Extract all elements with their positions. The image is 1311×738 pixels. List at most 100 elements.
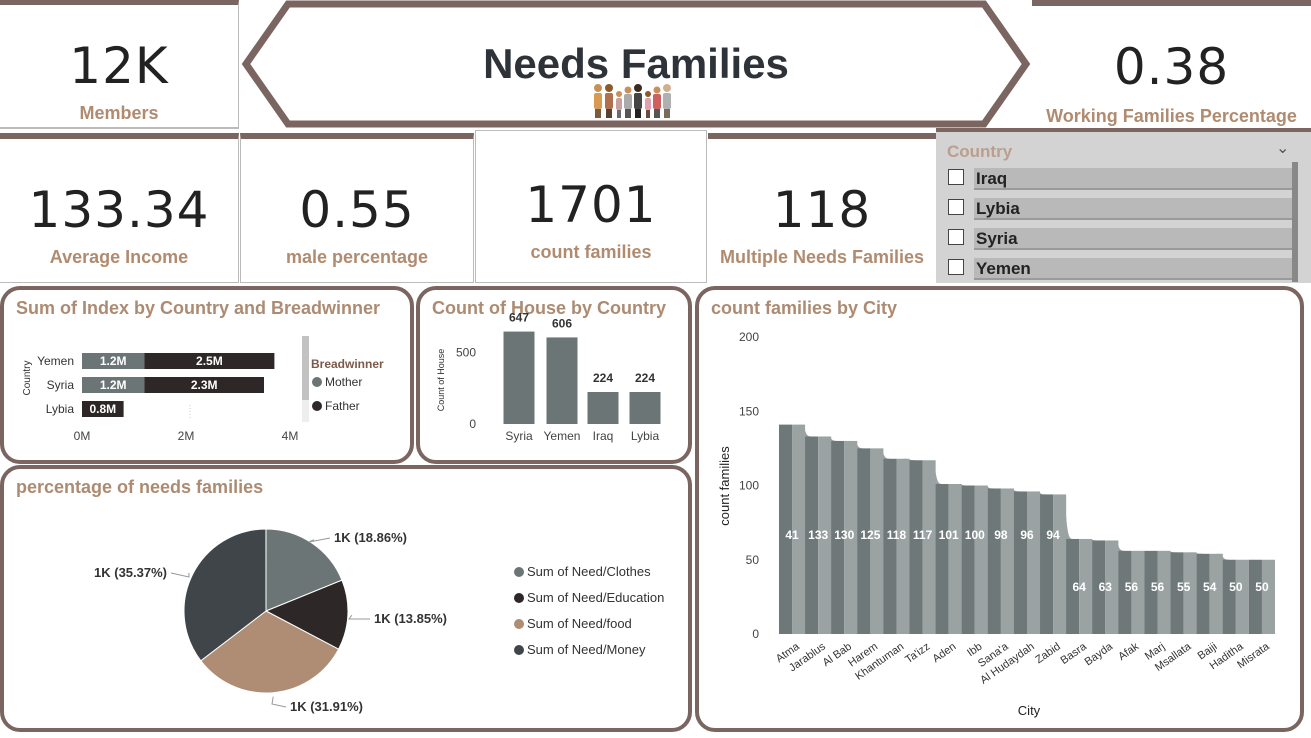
slicer-checkbox[interactable] — [948, 169, 964, 185]
pie-slice — [265, 528, 343, 612]
house-chart-title: Count of House by Country — [432, 298, 666, 318]
city-bar — [1118, 550, 1132, 634]
city-bar-data-label: 125 — [860, 528, 880, 542]
house-bar-data-label: 606 — [552, 316, 572, 330]
index-x-tick-label: 2M — [178, 429, 195, 443]
pie-legend-marker — [514, 593, 524, 603]
pie-leader-line — [170, 572, 190, 578]
index-y-axis-label: Country — [22, 360, 33, 395]
index-bar-data-label: 1.2M — [100, 378, 127, 392]
index-bar-data-label: 1.2M — [100, 354, 127, 368]
city-bar — [987, 488, 1001, 634]
kpi-male-card: 0.55 male percentage — [240, 133, 474, 283]
index-bar-data-label: 0.8M — [89, 402, 116, 416]
house-y-axis-label: Count of House — [436, 349, 446, 412]
house-chart-panel: Count of House by Country Count of House… — [416, 286, 692, 464]
city-x-tick-label: Aden — [930, 641, 958, 666]
house-y-tick-label: 500 — [456, 346, 476, 360]
kpi-multi-value: 118 — [772, 181, 872, 239]
city-bar-data-label: 100 — [965, 528, 985, 542]
city-bar-data-label: 64 — [1073, 580, 1087, 594]
pie-legend-item: Sum of Need/Money — [527, 642, 646, 657]
index-category-label: Syria — [47, 378, 75, 392]
pie-chart: 1K (18.86%) 1K (13.85%) 1K (31.91%) 1K (35.… — [94, 528, 664, 714]
index-chart-title: Sum of Index by Country and Breadwinner — [16, 298, 381, 318]
city-bar — [857, 448, 871, 634]
house-bar-data-label: 224 — [635, 371, 655, 385]
pie-slice — [264, 579, 349, 650]
pie-leader-line — [308, 537, 331, 543]
city-chart-title: count families by City — [711, 298, 898, 318]
city-x-tick-label: Zabid — [1033, 641, 1062, 667]
city-bar-data-label: 41 — [785, 528, 799, 542]
slicer-item-bar — [974, 168, 1292, 190]
house-bar-data-label: 224 — [593, 371, 613, 385]
city-bar — [1222, 559, 1236, 634]
city-bar — [831, 440, 845, 634]
index-legend-scrollbar — [302, 336, 309, 400]
slicer-checkbox[interactable] — [948, 229, 964, 245]
city-x-tick-label: Afak — [1116, 640, 1141, 663]
index-chart: Country Yemen 1.2M 2.5M Syria 1.2M 2.3M Lybia 0.… — [22, 336, 384, 443]
index-chart-panel: Sum of Index by Country and Breadwinner … — [0, 286, 414, 464]
city-bar-data-label: 130 — [834, 528, 854, 542]
house-x-tick-label: Syria — [505, 429, 533, 443]
index-legend-marker — [312, 401, 322, 411]
slicer-checkbox[interactable] — [948, 199, 964, 215]
slicer-checkbox[interactable] — [948, 259, 964, 275]
index-x-tick-label: 4M — [282, 429, 299, 443]
pie-legend-item: Sum of Need/Clothes — [527, 564, 651, 579]
index-bar-father — [144, 353, 275, 369]
index-bar-mother — [82, 353, 145, 369]
city-bar — [1170, 552, 1184, 634]
city-bar — [805, 436, 819, 634]
city-bar-data-label: 94 — [1046, 528, 1060, 542]
country-slicer: Country ⌄ Iraq Lybia Syria Yemen — [936, 128, 1311, 283]
slicer-item-label: Lybia — [976, 199, 1020, 218]
city-bar-shade — [1131, 550, 1145, 634]
family-icon — [594, 84, 671, 118]
pie-legend-item: Sum of Need/food — [527, 616, 632, 631]
index-x-tick-label: 0M — [74, 429, 91, 443]
city-bar-data-label: 55 — [1177, 580, 1191, 594]
city-bar — [1144, 550, 1158, 634]
kpi-count-card: 1701 count families — [475, 130, 707, 283]
page-title: Needs Families — [483, 40, 789, 87]
kpi-members-label: Members — [79, 103, 159, 123]
city-y-tick-label: 200 — [739, 330, 759, 344]
city-y-tick-label: 100 — [739, 479, 759, 493]
slicer-item-bar — [974, 228, 1292, 250]
house-x-tick-label: Lybia — [631, 429, 660, 443]
pie-leader-line — [347, 614, 370, 620]
house-bar — [629, 392, 661, 424]
city-bar-data-label: 54 — [1203, 580, 1217, 594]
city-bar-data-label: 96 — [1020, 528, 1034, 542]
index-bar-data-label: 2.5M — [196, 354, 223, 368]
city-bar — [1092, 540, 1106, 634]
city-bar — [935, 484, 949, 634]
city-bar-data-label: 117 — [913, 528, 933, 542]
pie-data-label: 1K (31.91%) — [290, 699, 363, 714]
kpi-avg-income-value: 133.34 — [28, 181, 210, 239]
pie-data-label: 1K (35.37%) — [94, 565, 167, 580]
city-chart-panel: count families by City 0 50 100 150 200 count… — [695, 286, 1304, 732]
city-bar — [909, 460, 923, 634]
city-x-tick-label: Ta'izz — [903, 641, 932, 666]
city-bar — [883, 458, 897, 634]
kpi-avg-income-label: Average Income — [49, 247, 189, 267]
house-bar — [503, 331, 535, 424]
city-y-axis-label: count families — [717, 446, 732, 526]
index-legend-item: Father — [325, 399, 360, 413]
city-bar-data-label: 56 — [1151, 580, 1165, 594]
city-bar-data-label: 63 — [1099, 580, 1113, 594]
kpi-working-value: 0.38 — [1113, 38, 1230, 96]
city-y-tick-label: 50 — [746, 553, 760, 567]
slicer-scrollbar[interactable] — [1292, 162, 1298, 282]
pie-data-label: 1K (13.85%) — [374, 611, 447, 626]
city-bar-data-label: 118 — [887, 528, 907, 542]
header-banner-shape — [241, 0, 1031, 128]
city-bar-data-label: 50 — [1229, 580, 1243, 594]
pie-chart-panel: percentage of needs families 1K (18.86%)… — [0, 465, 692, 732]
chevron-down-icon[interactable]: ⌄ — [1276, 138, 1290, 157]
